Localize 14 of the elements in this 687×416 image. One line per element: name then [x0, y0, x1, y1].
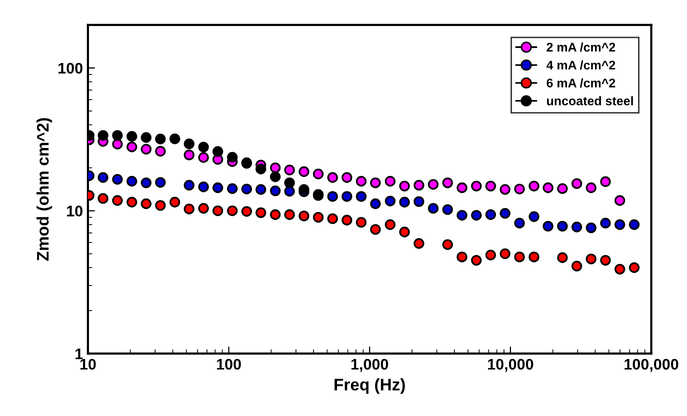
x-tick-label: 100: [216, 358, 241, 370]
y-tick-label: 10: [67, 206, 82, 216]
legend-label: 6 mA /cm^2: [546, 78, 616, 88]
y-tick-label: 1: [76, 348, 83, 360]
x-axis-title: Freq (Hz): [334, 378, 405, 394]
x-tick-label: 1,000: [351, 358, 388, 372]
x-tick-label: 10: [80, 358, 96, 370]
legend-label: 4 mA /cm^2: [546, 60, 616, 70]
y-tick-label: 100: [58, 62, 82, 74]
x-tick-label: 10,000: [488, 358, 534, 372]
legend-label: uncoated steel: [547, 96, 633, 106]
x-tick-label: 100,000: [624, 358, 678, 372]
legend-label: 2 mA /cm^2: [546, 42, 616, 52]
y-axis-title: Zmod (ohm cm^2): [36, 118, 52, 261]
